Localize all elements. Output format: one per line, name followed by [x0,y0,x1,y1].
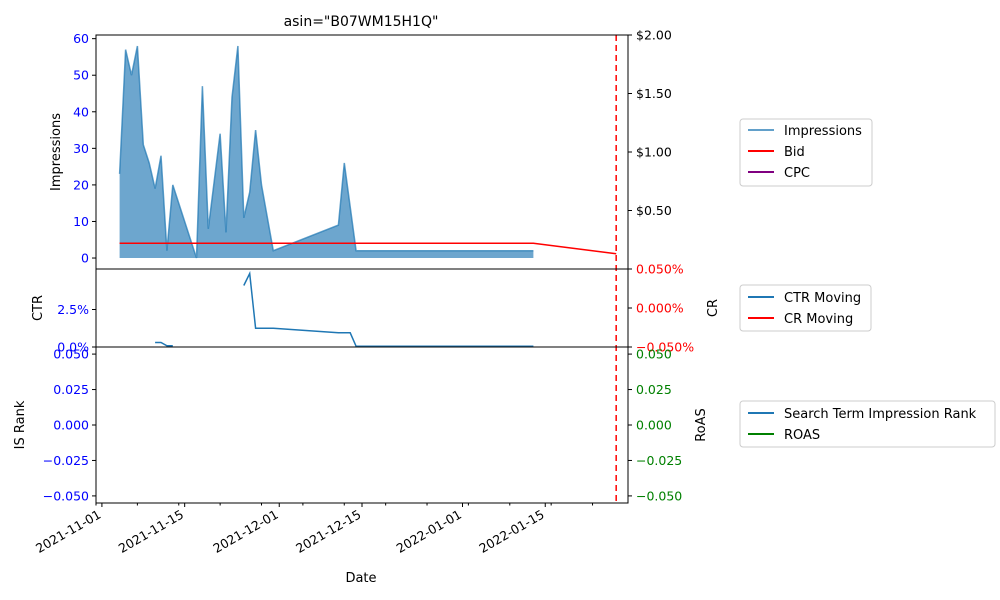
y2-tick-label: $2.00 [636,28,672,43]
legend-panel-2: CTR Moving CR Moving [739,284,872,332]
x-tick-label: 2022-01-15 [476,507,546,556]
x-tick-label: 2021-11-15 [116,507,186,556]
panel-2-frame [95,268,629,348]
y2-tick-label: 0.050% [636,262,684,277]
y-tick-label: 2.5% [57,302,89,317]
x-axis-label: Date [345,571,376,586]
axis-ticks: 0 10 20 30 40 50 60 $0.50 $1.00 $1.50 $2.00 0.0% 2.5… [43,28,695,504]
y2-tick-label: 0.000% [636,301,684,316]
y2-tick-label: 0.000 [636,418,672,433]
y-tick-label: 10 [73,214,89,229]
y2-tick-label: −0.050 [636,488,682,503]
y-tick-label: 20 [73,177,89,192]
y2-tick-label: $1.50 [636,86,672,101]
panel-3-ylabel: IS Rank [13,400,28,449]
x-tick-label: 2021-11-01 [33,507,103,556]
panel-3-y2label: RoAS [694,408,709,442]
panel-2-y2label: CR [706,299,721,317]
y-tick-label: 30 [73,141,89,156]
legend-panel-3: Search Term Impression Rank ROAS [739,400,996,448]
ctr-moving-line-segment-1 [243,270,534,348]
bid-line-group [119,242,617,255]
legend-bid-label: Bid [784,145,805,160]
x-tick-label: 2022-01-01 [394,507,464,556]
y2-tick-label: −0.025 [636,453,682,468]
legend-ctr-label: CTR Moving [784,291,861,306]
ctr-moving-line-segment-0 [155,341,173,347]
y2-tick-label: $1.00 [636,145,672,160]
y-tick-label: 0.000 [53,418,89,433]
legend-cpc-label: CPC [784,166,810,181]
impressions-area-fill [119,46,534,258]
y2-tick-label: 0.025 [636,382,672,397]
y2-tick-label: 0.050 [636,347,672,362]
y-tick-label: 0.050 [53,347,89,362]
impressions-line [118,45,534,259]
impressions-area [118,45,534,259]
legend-impressions-label: Impressions [784,124,862,139]
legend-cr-label: CR Moving [784,312,853,327]
bid-line [119,242,617,255]
y-tick-label: 0.025 [53,382,89,397]
y-tick-label: 0.0% [57,340,89,355]
y2-tick-label: $0.50 [636,203,672,218]
y-tick-label: −0.025 [43,453,89,468]
y-tick-label: 40 [73,104,89,119]
legend-roas-label: ROAS [784,428,820,443]
panel-2-ylabel: CTR [31,295,46,321]
x-tick-label: 2021-12-01 [210,507,280,556]
y-tick-label: −0.050 [43,488,89,503]
y-tick-label: 0 [81,251,89,266]
panel-1-ylabel: Impressions [49,113,64,191]
y2-tick-label: −0.050% [636,340,694,355]
y-tick-label: 50 [73,68,89,83]
ctr-line-group [155,270,534,348]
legend-is-rank-label: Search Term Impression Rank [784,407,977,422]
panel-3-frame [95,346,629,504]
x-tick-label: 2021-12-15 [293,507,363,556]
chart-title: asin="B07WM15H1Q" [284,14,439,30]
x-axis-ticks: 2021-11-01 2021-11-15 2021-12-01 2021-12-15… [33,503,594,556]
y-tick-label: 60 [73,31,89,46]
legend-panel-1: Impressions Bid CPC [739,118,873,187]
